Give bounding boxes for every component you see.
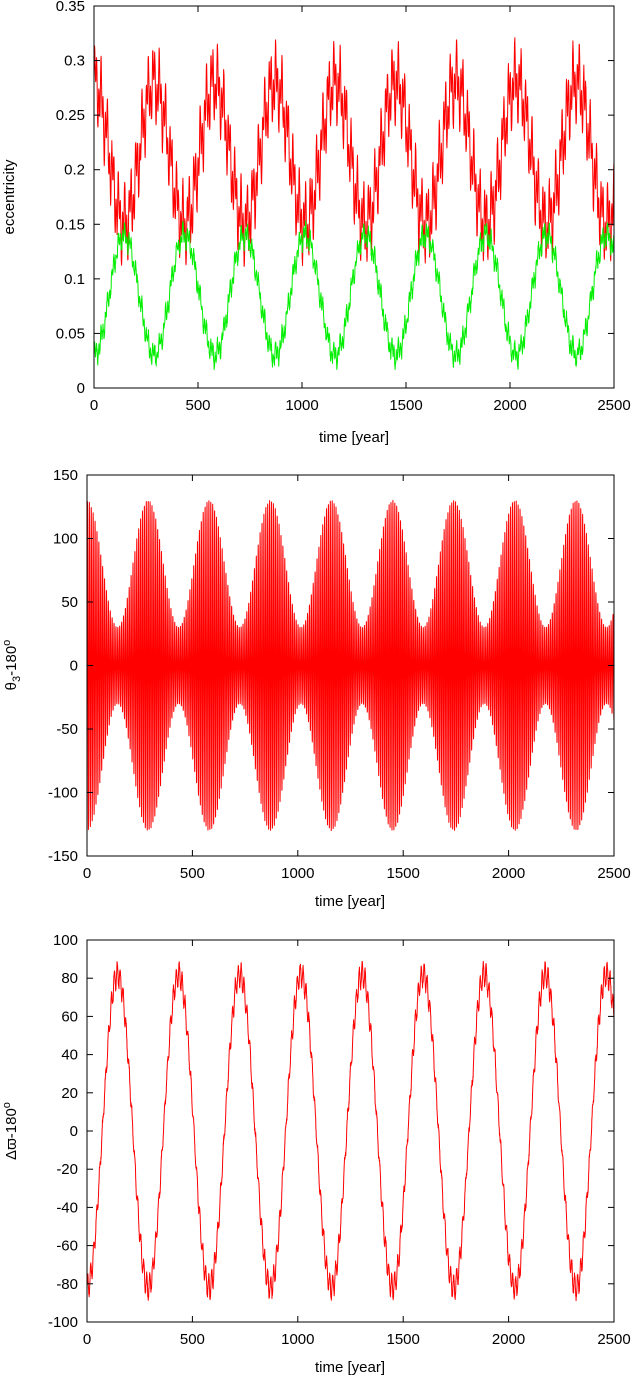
y-tick-label: 150 bbox=[53, 467, 78, 484]
y-tick-label: -150 bbox=[48, 848, 78, 865]
y-tick-label: 40 bbox=[61, 1047, 78, 1064]
y-tick-label: 80 bbox=[61, 970, 78, 987]
y-tick-label: 0 bbox=[70, 1123, 78, 1140]
series-line-0 bbox=[94, 37, 614, 267]
plot-frame bbox=[86, 939, 615, 1323]
x-tick-label: 2000 bbox=[493, 397, 526, 414]
y-tick-label: 20 bbox=[61, 1085, 78, 1102]
x-tick-label: 2500 bbox=[597, 397, 630, 414]
y-tick-label: 0 bbox=[70, 658, 78, 675]
y-label-degree: o bbox=[1, 1102, 13, 1108]
x-axis-label: time [year] bbox=[315, 1359, 385, 1376]
y-axis-label: eccentricity bbox=[1, 159, 18, 235]
x-tick-label: 0 bbox=[90, 397, 98, 414]
x-tick-label: 500 bbox=[180, 1331, 205, 1348]
y-label-degree: o bbox=[1, 640, 13, 646]
y-tick-label: 0.25 bbox=[56, 107, 85, 124]
y-tick-label: 0.1 bbox=[64, 271, 85, 288]
x-tick-label: 2500 bbox=[597, 865, 630, 882]
y-axis-label: θ3-180o bbox=[1, 640, 23, 691]
y-tick-label: 100 bbox=[53, 531, 78, 548]
y-ticks: -150 -100 -50 0 50 100 150 bbox=[48, 467, 614, 865]
y-label-rest: -180 bbox=[3, 646, 20, 676]
x-tick-label: 1500 bbox=[387, 865, 420, 882]
y-tick-label: 0.3 bbox=[64, 53, 85, 70]
plot-area bbox=[87, 499, 614, 832]
x-tick-label: 1000 bbox=[281, 865, 314, 882]
x-tick-label: 1500 bbox=[387, 1331, 420, 1348]
plot-frame bbox=[93, 5, 615, 389]
y-tick-label: -50 bbox=[56, 721, 78, 738]
x-tick-label: 500 bbox=[185, 397, 210, 414]
plot-area bbox=[87, 960, 614, 1302]
x-tick-label: 1500 bbox=[389, 397, 422, 414]
x-tick-label: 1000 bbox=[281, 1331, 314, 1348]
x-ticks: 0 500 1000 1500 2000 2500 bbox=[90, 6, 631, 414]
y-tick-label: -80 bbox=[56, 1276, 78, 1293]
y-label-main: Δϖ-180 bbox=[3, 1108, 20, 1160]
panel-theta3: 0 500 1000 1500 2000 2500 -150 -100 -50 0 50 100 15… bbox=[1, 467, 631, 910]
y-label-subscript: 3 bbox=[11, 676, 23, 682]
y-ticks: 0 0.05 0.1 0.15 0.2 0.25 0.3 0.35 bbox=[56, 0, 614, 397]
x-axis-label: time [year] bbox=[319, 429, 389, 446]
y-tick-label: -100 bbox=[48, 1314, 78, 1331]
y-axis-label: Δϖ-180o bbox=[1, 1102, 20, 1160]
x-tick-label: 2500 bbox=[597, 1331, 630, 1348]
y-tick-label: 0.05 bbox=[56, 325, 85, 342]
series-line-1 bbox=[94, 220, 614, 371]
panel-delta-varpi: 0 500 1000 1500 2000 2500 -100 -80 -60 -40 -20 0 20… bbox=[1, 932, 631, 1376]
y-tick-label: 0.15 bbox=[56, 216, 85, 233]
x-tick-label: 2000 bbox=[492, 1331, 525, 1348]
y-tick-label: 0 bbox=[77, 380, 85, 397]
x-tick-label: 0 bbox=[83, 865, 91, 882]
y-tick-label: 100 bbox=[53, 932, 78, 949]
y-tick-label: -60 bbox=[56, 1238, 78, 1255]
x-tick-label: 0 bbox=[83, 1331, 91, 1348]
y-tick-label: -100 bbox=[48, 785, 78, 802]
y-ticks: -100 -80 -60 -40 -20 0 20 40 60 80 100 bbox=[48, 932, 614, 1331]
y-tick-label: 50 bbox=[61, 594, 78, 611]
plot-area bbox=[94, 37, 614, 371]
x-ticks: 0 500 1000 1500 2000 2500 bbox=[83, 940, 631, 1348]
x-ticks: 0 500 1000 1500 2000 2500 bbox=[83, 475, 631, 882]
x-axis-label: time [year] bbox=[315, 893, 385, 910]
y-tick-label: 0.35 bbox=[56, 0, 85, 15]
panel-eccentricity: 0 500 1000 1500 2000 2500 0 0.05 0.1 0.15 0.2 0.25… bbox=[1, 0, 631, 446]
x-tick-label: 500 bbox=[180, 865, 205, 882]
x-tick-label: 2000 bbox=[492, 865, 525, 882]
x-tick-label: 1000 bbox=[285, 397, 318, 414]
y-label-theta: θ bbox=[3, 682, 20, 690]
y-tick-label: 0.2 bbox=[64, 162, 85, 179]
y-tick-label: 60 bbox=[61, 1008, 78, 1025]
series-line-0 bbox=[87, 499, 614, 832]
series-line-0 bbox=[87, 960, 614, 1302]
y-tick-label: -20 bbox=[56, 1161, 78, 1178]
y-tick-label: -40 bbox=[56, 1199, 78, 1216]
